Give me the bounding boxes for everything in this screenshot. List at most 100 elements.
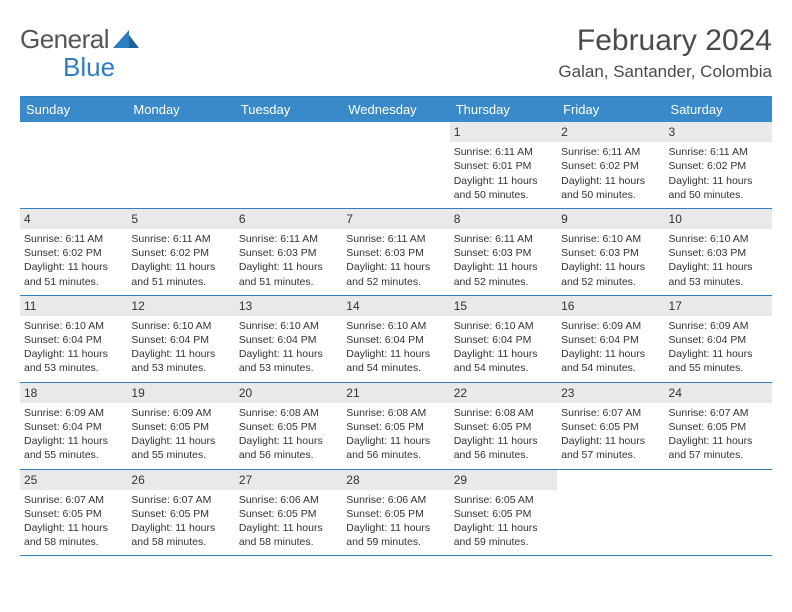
day-info-line: Daylight: 11 hours and 58 minutes. [239,521,338,549]
dow-sunday: Sunday [20,97,127,122]
day-info-line: Sunrise: 6:11 AM [561,145,660,159]
day-cell: 6Sunrise: 6:11 AMSunset: 6:03 PMDaylight… [235,209,342,295]
day-info-line: Sunset: 6:05 PM [346,420,445,434]
day-info: Sunrise: 6:10 AMSunset: 6:03 PMDaylight:… [669,232,768,289]
day-info-line: Daylight: 11 hours and 51 minutes. [131,260,230,288]
day-info-line: Daylight: 11 hours and 53 minutes. [239,347,338,375]
day-info-line: Sunrise: 6:11 AM [454,232,553,246]
day-info-line: Daylight: 11 hours and 55 minutes. [24,434,123,462]
day-number: 25 [20,470,127,490]
day-info: Sunrise: 6:10 AMSunset: 6:04 PMDaylight:… [346,319,445,376]
day-info-line: Sunrise: 6:11 AM [239,232,338,246]
day-info-line: Sunrise: 6:09 AM [669,319,768,333]
day-info-line: Daylight: 11 hours and 52 minutes. [454,260,553,288]
day-number [127,122,234,142]
day-info-line: Sunrise: 6:10 AM [24,319,123,333]
day-number: 7 [342,209,449,229]
brand-triangle-icon [113,24,139,55]
day-info-line: Daylight: 11 hours and 56 minutes. [454,434,553,462]
day-info: Sunrise: 6:06 AMSunset: 6:05 PMDaylight:… [239,493,338,550]
day-cell: 24 Sunrise: 6:07 AMSunset: 6:05 PMDayligh… [665,383,772,469]
day-info-line: Sunset: 6:04 PM [24,420,123,434]
day-cell: 4Sunrise: 6:11 AMSunset: 6:02 PMDaylight… [20,209,127,295]
day-info-line: Daylight: 11 hours and 52 minutes. [346,260,445,288]
brand-logo: General [20,24,139,55]
day-cell: 22Sunrise: 6:08 AMSunset: 6:05 PMDayligh… [450,383,557,469]
day-info-line: Sunset: 6:04 PM [669,333,768,347]
day-info: Sunrise: 6:09 AMSunset: 6:04 PMDaylight:… [24,406,123,463]
day-info-line: Sunset: 6:05 PM [669,420,768,434]
day-number [557,470,664,490]
day-info-line: Sunrise: 6:05 AM [454,493,553,507]
day-number: 24 [665,383,772,403]
day-info: Sunrise: 6:07 AMSunset: 6:05 PMDaylight:… [669,406,768,463]
day-info-line: Daylight: 11 hours and 53 minutes. [131,347,230,375]
day-info-line: Daylight: 11 hours and 51 minutes. [24,260,123,288]
dow-monday: Monday [127,97,234,122]
day-info-line: Sunrise: 6:09 AM [131,406,230,420]
day-info-line: Daylight: 11 hours and 53 minutes. [669,260,768,288]
day-info-line: Daylight: 11 hours and 50 minutes. [669,174,768,202]
day-cell [127,122,234,208]
day-info-line: Sunrise: 6:11 AM [346,232,445,246]
day-info-line: Sunrise: 6:09 AM [561,319,660,333]
day-number [665,470,772,490]
day-info-line: Sunset: 6:02 PM [561,159,660,173]
day-info: Sunrise: 6:11 AMSunset: 6:01 PMDaylight:… [454,145,553,202]
day-info-line: Sunrise: 6:08 AM [239,406,338,420]
day-info-line: Sunset: 6:03 PM [454,246,553,260]
day-info-line: Sunrise: 6:07 AM [669,406,768,420]
day-number: 5 [127,209,234,229]
day-cell: 19Sunrise: 6:09 AMSunset: 6:05 PMDayligh… [127,383,234,469]
day-number: 11 [20,296,127,316]
calendar: Sunday Monday Tuesday Wednesday Thursday… [20,96,772,556]
day-number: 26 [127,470,234,490]
day-info: Sunrise: 6:11 AMSunset: 6:03 PMDaylight:… [346,232,445,289]
day-info: Sunrise: 6:08 AMSunset: 6:05 PMDaylight:… [454,406,553,463]
day-info-line: Sunrise: 6:08 AM [454,406,553,420]
day-info-line: Sunrise: 6:11 AM [131,232,230,246]
day-cell: 18Sunrise: 6:09 AMSunset: 6:04 PMDayligh… [20,383,127,469]
day-cell: 14Sunrise: 6:10 AMSunset: 6:04 PMDayligh… [342,296,449,382]
day-info-line: Sunrise: 6:10 AM [454,319,553,333]
weeks-container: 1Sunrise: 6:11 AMSunset: 6:01 PMDaylight… [20,122,772,556]
day-info: Sunrise: 6:10 AMSunset: 6:04 PMDaylight:… [131,319,230,376]
day-number [20,122,127,142]
day-number: 20 [235,383,342,403]
day-info-line: Sunrise: 6:11 AM [24,232,123,246]
dow-wednesday: Wednesday [342,97,449,122]
day-info-line: Daylight: 11 hours and 56 minutes. [239,434,338,462]
day-cell: 9Sunrise: 6:10 AMSunset: 6:03 PMDaylight… [557,209,664,295]
day-info: Sunrise: 6:07 AMSunset: 6:05 PMDaylight:… [561,406,660,463]
day-info-line: Sunset: 6:04 PM [239,333,338,347]
day-info: Sunrise: 6:11 AMSunset: 6:03 PMDaylight:… [239,232,338,289]
day-info-line: Sunset: 6:05 PM [454,507,553,521]
day-info-line: Sunrise: 6:10 AM [239,319,338,333]
day-number: 23 [557,383,664,403]
location-text: Galan, Santander, Colombia [558,62,772,82]
day-number: 15 [450,296,557,316]
day-info: Sunrise: 6:07 AMSunset: 6:05 PMDaylight:… [24,493,123,550]
day-info-line: Daylight: 11 hours and 59 minutes. [346,521,445,549]
day-info-line: Daylight: 11 hours and 58 minutes. [24,521,123,549]
day-info-line: Sunrise: 6:10 AM [346,319,445,333]
day-number: 28 [342,470,449,490]
day-info: Sunrise: 6:11 AMSunset: 6:03 PMDaylight:… [454,232,553,289]
day-info-line: Daylight: 11 hours and 56 minutes. [346,434,445,462]
day-info-line: Daylight: 11 hours and 55 minutes. [131,434,230,462]
day-info-line: Sunrise: 6:06 AM [346,493,445,507]
day-cell: 12Sunrise: 6:10 AMSunset: 6:04 PMDayligh… [127,296,234,382]
day-info-line: Daylight: 11 hours and 50 minutes. [561,174,660,202]
day-number [342,122,449,142]
day-info: Sunrise: 6:08 AMSunset: 6:05 PMDaylight:… [346,406,445,463]
day-cell: 11Sunrise: 6:10 AMSunset: 6:04 PMDayligh… [20,296,127,382]
day-number: 29 [450,470,557,490]
day-info-line: Daylight: 11 hours and 50 minutes. [454,174,553,202]
day-number: 8 [450,209,557,229]
day-info-line: Sunrise: 6:07 AM [131,493,230,507]
day-info: Sunrise: 6:11 AMSunset: 6:02 PMDaylight:… [669,145,768,202]
day-info: Sunrise: 6:09 AMSunset: 6:05 PMDaylight:… [131,406,230,463]
day-info: Sunrise: 6:09 AMSunset: 6:04 PMDaylight:… [561,319,660,376]
day-info-line: Sunset: 6:03 PM [346,246,445,260]
day-cell: 25 Sunrise: 6:07 AMSunset: 6:05 PMDayligh… [20,470,127,556]
